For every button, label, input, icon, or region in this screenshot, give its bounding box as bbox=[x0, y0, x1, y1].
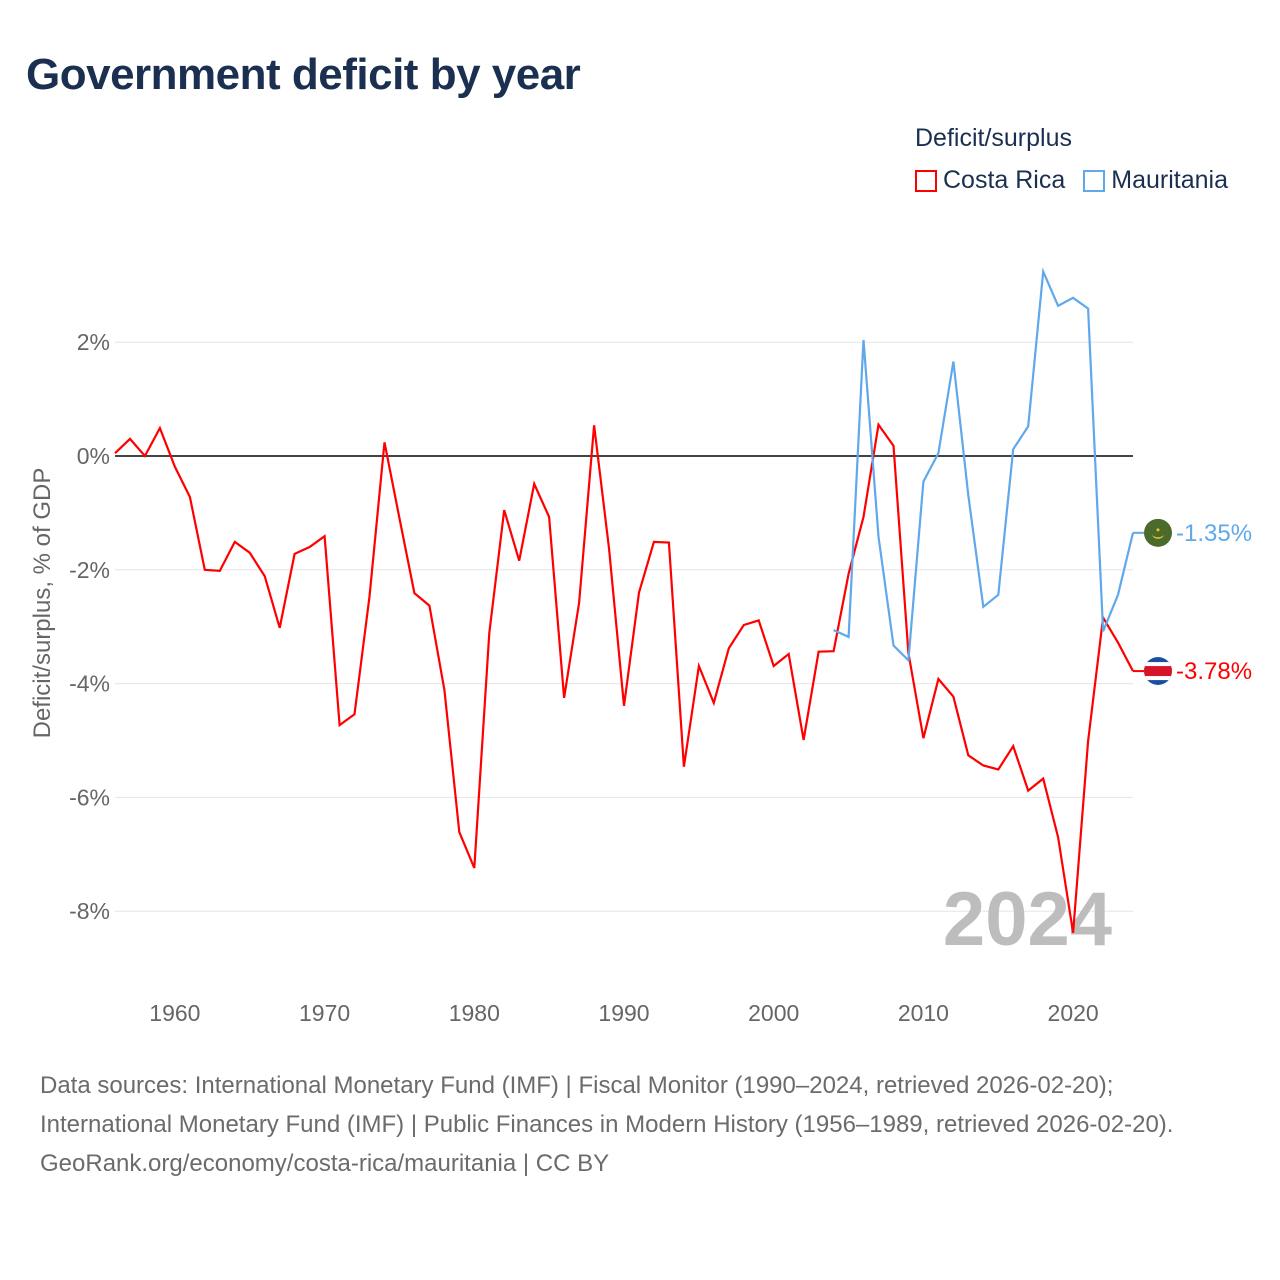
mauritania-flag-icon bbox=[1144, 518, 1172, 547]
y-tick-label: -2% bbox=[69, 557, 110, 583]
y-axis-label: Deficit/surplus, % of GDP bbox=[29, 468, 56, 739]
credit-link[interactable]: GeoRank.org/economy/costa-rica/mauritani… bbox=[40, 1150, 610, 1177]
y-tick-label: 2% bbox=[77, 329, 110, 355]
y-tick-label: -4% bbox=[69, 671, 110, 697]
y-tick-label: 0% bbox=[77, 443, 110, 469]
legend-item-costa-rica[interactable]: Costa Rica bbox=[915, 166, 1065, 195]
y-tick-label: -8% bbox=[69, 898, 110, 924]
year-watermark: 2024 bbox=[943, 877, 1112, 962]
series-line-costa-rica bbox=[114, 421, 1134, 933]
x-tick-label: 1980 bbox=[449, 1000, 500, 1026]
end-value-label: -3.78% bbox=[1176, 658, 1252, 685]
line-chart: 2% 0% -2% -4% -6% -8% 1960 1970 1980 1990 2000 2010… bbox=[29, 267, 1252, 1026]
x-tick-label: 2000 bbox=[748, 1000, 799, 1026]
legend-swatch-costa-rica bbox=[915, 169, 937, 192]
legend-swatch-mauritania bbox=[1083, 169, 1106, 192]
legend: Costa Rica Mauritania bbox=[915, 166, 1228, 195]
x-tick-label: 1970 bbox=[299, 1000, 350, 1026]
footer: Data sources: International Monetary Fun… bbox=[40, 1066, 1250, 1183]
costa-rica-flag-icon bbox=[1144, 657, 1172, 685]
legend-label: Mauritania bbox=[1111, 166, 1228, 194]
x-tick-label: 1960 bbox=[149, 1000, 200, 1026]
series-line-mauritania bbox=[833, 267, 1135, 663]
x-tick-label: 2020 bbox=[1048, 1000, 1099, 1026]
x-tick-label: 2010 bbox=[898, 1000, 949, 1026]
end-value-label: -1.35% bbox=[1176, 520, 1252, 547]
legend-item-mauritania[interactable]: Mauritania bbox=[1083, 166, 1228, 195]
data-sources: Data sources: International Monetary Fun… bbox=[40, 1072, 1174, 1138]
chart-title: Government deficit by year bbox=[26, 50, 581, 99]
y-tick-label: -6% bbox=[69, 784, 110, 810]
legend-title: Deficit/surplus bbox=[915, 124, 1072, 152]
x-tick-label: 1990 bbox=[598, 1000, 649, 1026]
legend-label: Costa Rica bbox=[943, 166, 1066, 194]
